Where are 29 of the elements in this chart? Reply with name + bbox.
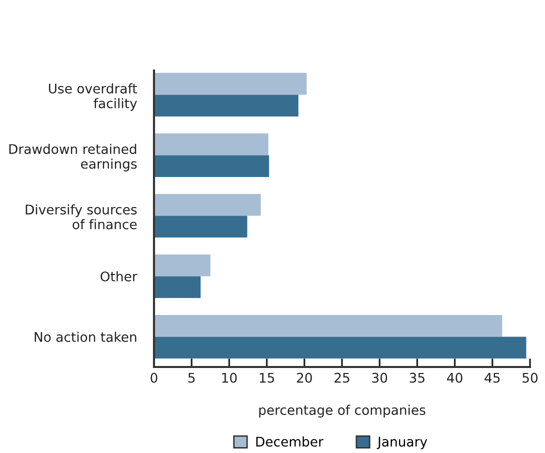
y-tick-label: Other <box>100 271 138 282</box>
bar <box>154 276 201 298</box>
x-tick-label: 20 <box>296 372 312 383</box>
bar <box>154 94 298 116</box>
x-tick-label: 0 <box>150 372 158 383</box>
x-tick-label: 5 <box>188 372 195 383</box>
bar <box>154 336 526 359</box>
x-tick-label: 25 <box>334 372 350 383</box>
x-tick-label: 40 <box>447 372 462 383</box>
y-tick-label: Diversify sources of finance <box>26 204 137 230</box>
x-tick-label: 35 <box>410 372 424 383</box>
legend-label: December <box>256 436 324 447</box>
bar <box>154 314 502 337</box>
x-tick-label: 45 <box>484 372 500 383</box>
bar <box>154 155 270 177</box>
bar <box>154 133 268 156</box>
y-tick-label: Drawdown retained earnings <box>9 144 137 172</box>
x-tick-label: 15 <box>260 372 274 383</box>
bar <box>154 194 261 216</box>
y-tick-label: No action taken <box>34 332 136 342</box>
y-tick-label: Use overdraft facility <box>48 83 138 111</box>
x-tick-label: 10 <box>222 372 237 383</box>
bar <box>154 216 248 238</box>
x-tick-label: 30 <box>372 372 388 383</box>
bar <box>154 254 210 276</box>
x-tick-label: 50 <box>522 372 538 383</box>
bar <box>154 72 307 95</box>
x-axis-title: percentage of companies <box>259 404 426 418</box>
legend-label: January <box>376 436 428 450</box>
